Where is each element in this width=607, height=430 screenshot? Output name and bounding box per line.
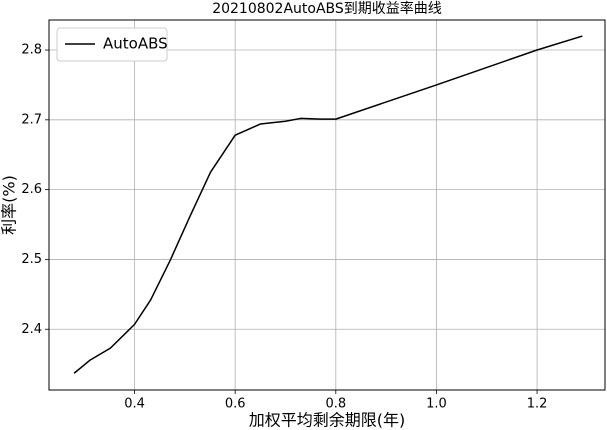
legend-label: AutoABS: [103, 35, 168, 53]
x-tick-label: 1.0: [426, 397, 447, 412]
y-tick-label: 2.5: [21, 252, 42, 267]
y-tick-label: 2.4: [21, 322, 42, 337]
chart-title: 20210802AutoABS到期收益率曲线: [212, 0, 442, 17]
x-tick-label: 0.8: [325, 397, 346, 412]
y-tick-label: 2.8: [21, 43, 42, 58]
plot-frame: [48, 19, 606, 391]
legend-box: [56, 27, 168, 62]
x-tick-label: 1.2: [527, 397, 548, 412]
y-tick-label: 2.6: [21, 182, 42, 197]
y-axis-label: 利率(%): [0, 175, 19, 235]
x-tick-label: 0.4: [124, 397, 145, 412]
series-line: [73, 35, 583, 374]
x-tick-label: 0.6: [225, 397, 246, 412]
x-axis-label: 加权平均剩余期限(年): [249, 411, 406, 430]
y-tick-label: 2.7: [21, 112, 42, 127]
